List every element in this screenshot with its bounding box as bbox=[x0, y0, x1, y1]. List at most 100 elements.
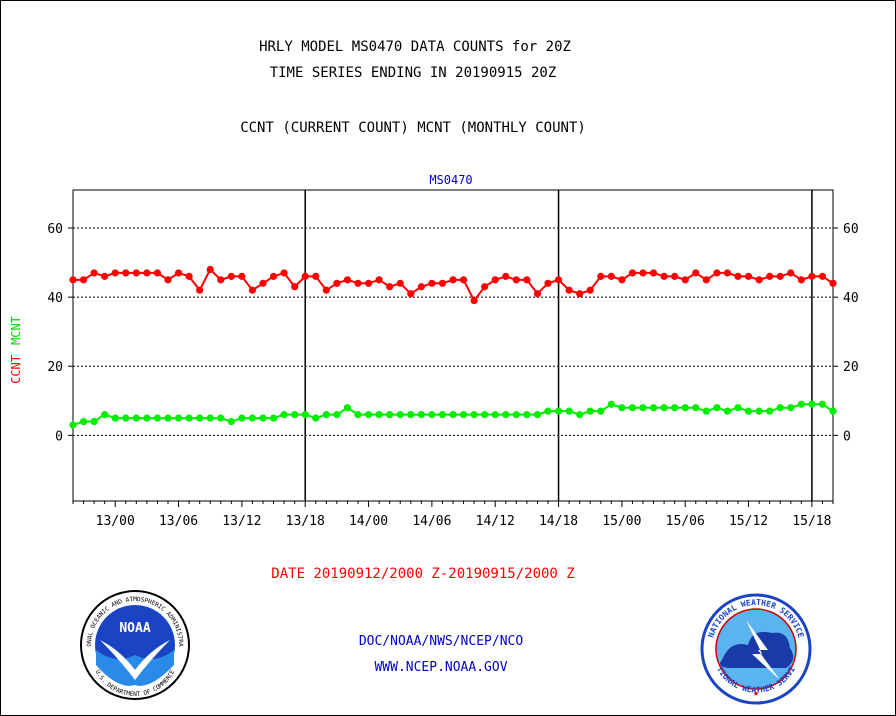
data-point-ccnt bbox=[491, 276, 499, 284]
data-point-ccnt bbox=[449, 276, 457, 284]
plot-title: MS0470 bbox=[429, 173, 472, 187]
data-point-ccnt bbox=[734, 272, 742, 280]
data-point-ccnt bbox=[90, 269, 98, 277]
data-point-mcnt bbox=[301, 411, 309, 419]
data-point-mcnt bbox=[671, 404, 679, 412]
data-point-ccnt bbox=[459, 276, 468, 284]
data-point-mcnt bbox=[333, 411, 341, 419]
data-point-mcnt bbox=[554, 407, 563, 415]
plot-area: 0 0 20 20 40 40 60 60 13/00 13/06 13/12 13/18 14/00… bbox=[47, 189, 859, 529]
x-tick-label: 14/00 bbox=[349, 514, 388, 529]
data-point-ccnt bbox=[153, 269, 162, 277]
y-tick-label-left: 40 bbox=[47, 291, 63, 306]
data-point-ccnt bbox=[523, 276, 531, 284]
data-point-ccnt bbox=[185, 272, 193, 280]
x-tick-label: 13/18 bbox=[286, 514, 325, 529]
data-point-mcnt bbox=[238, 414, 246, 422]
data-point-mcnt bbox=[512, 411, 520, 419]
data-point-ccnt bbox=[111, 269, 119, 277]
noaa-logo: NOAA NATIONAL OCEANIC AND ATMOSPHERIC AD… bbox=[0, 0, 190, 700]
data-point-mcnt bbox=[639, 404, 647, 412]
data-point-ccnt bbox=[818, 272, 827, 280]
data-point-mcnt bbox=[291, 411, 299, 419]
y-tick-label-left: 60 bbox=[47, 222, 63, 237]
data-point-ccnt bbox=[512, 276, 520, 284]
data-point-ccnt bbox=[428, 279, 436, 287]
data-point-mcnt bbox=[375, 411, 383, 419]
data-point-ccnt bbox=[396, 279, 404, 287]
data-point-ccnt bbox=[69, 276, 77, 284]
data-point-mcnt bbox=[787, 404, 795, 412]
data-point-mcnt bbox=[523, 411, 531, 419]
y-ticks: 0 0 20 20 40 40 60 60 bbox=[47, 222, 858, 444]
data-point-mcnt bbox=[364, 411, 373, 419]
data-point-mcnt bbox=[407, 411, 415, 419]
data-point-ccnt bbox=[301, 272, 309, 280]
data-point-ccnt bbox=[322, 286, 330, 294]
data-point-mcnt bbox=[597, 407, 605, 415]
x-tick-label: 13/00 bbox=[96, 514, 135, 529]
x-ticks: 13/00 13/06 13/12 13/18 14/00 14/06 14/12 14/18… bbox=[72, 501, 834, 529]
data-point-mcnt bbox=[607, 400, 615, 408]
url-link[interactable]: WWW.NCEP.NOAA.GOV bbox=[374, 660, 507, 675]
data-point-mcnt bbox=[101, 411, 109, 419]
data-point-ccnt bbox=[607, 272, 615, 280]
data-point-mcnt bbox=[111, 414, 119, 422]
data-point-mcnt bbox=[744, 407, 753, 415]
x-tick-label: 15/12 bbox=[729, 514, 768, 529]
data-point-ccnt bbox=[597, 272, 605, 280]
data-point-ccnt bbox=[565, 286, 573, 294]
data-point-ccnt bbox=[364, 279, 373, 287]
data-point-ccnt bbox=[101, 272, 109, 280]
data-point-ccnt bbox=[143, 269, 151, 277]
data-point-ccnt bbox=[649, 269, 658, 277]
chart-title-line1: HRLY MODEL MS0470 DATA COUNTS for 20Z bbox=[259, 39, 571, 55]
data-point-ccnt bbox=[681, 276, 689, 284]
data-point-mcnt bbox=[174, 414, 183, 422]
data-point-ccnt bbox=[576, 290, 584, 298]
data-point-mcnt bbox=[576, 411, 584, 419]
day-separators bbox=[304, 190, 813, 501]
data-point-mcnt bbox=[449, 411, 457, 419]
data-point-ccnt bbox=[132, 269, 140, 277]
data-point-ccnt bbox=[470, 296, 478, 305]
data-point-mcnt bbox=[153, 414, 162, 422]
y-tick-label-right: 60 bbox=[843, 222, 859, 237]
data-point-mcnt bbox=[533, 411, 542, 419]
data-point-ccnt bbox=[723, 269, 732, 277]
x-tick-label: 14/06 bbox=[412, 514, 451, 529]
data-point-ccnt bbox=[755, 276, 763, 284]
data-point-ccnt bbox=[554, 276, 563, 284]
nws-ring-bottom-text: NATIONAL WEATHER SERVICE bbox=[0, 0, 797, 695]
y-tick-label-right: 0 bbox=[843, 429, 851, 444]
data-point-mcnt bbox=[723, 407, 732, 415]
grid-lines bbox=[73, 227, 833, 436]
data-point-mcnt bbox=[280, 411, 288, 419]
svg-text:NATIONAL WEATHER SERVICE: NATIONAL WEATHER SERVICE bbox=[0, 0, 797, 695]
date-range-label: DATE 20190912/2000 Z-20190915/2000 Z bbox=[271, 566, 574, 582]
data-point-ccnt bbox=[174, 269, 183, 277]
noaa-ring-top-text: NATIONAL OCEANIC AND ATMOSPHERIC ADMINIS… bbox=[0, 0, 184, 647]
data-point-mcnt bbox=[90, 417, 98, 426]
data-point-mcnt bbox=[196, 414, 204, 422]
data-point-mcnt bbox=[544, 407, 552, 415]
data-point-ccnt bbox=[438, 279, 447, 287]
x-tick-label: 14/18 bbox=[539, 514, 578, 529]
data-point-mcnt bbox=[438, 411, 447, 419]
data-point-ccnt bbox=[502, 272, 510, 280]
data-point-mcnt bbox=[459, 411, 468, 419]
series-group bbox=[69, 265, 837, 429]
x-tick-label: 14/12 bbox=[476, 514, 515, 529]
data-point-ccnt bbox=[407, 290, 415, 298]
data-point-ccnt bbox=[386, 283, 394, 291]
plot-border bbox=[72, 189, 834, 502]
data-point-mcnt bbox=[681, 404, 689, 412]
data-point-mcnt bbox=[808, 400, 816, 408]
data-point-ccnt bbox=[808, 272, 816, 280]
data-point-ccnt bbox=[259, 279, 267, 287]
data-point-ccnt bbox=[291, 283, 299, 291]
data-point-ccnt bbox=[343, 276, 352, 284]
data-point-mcnt bbox=[132, 414, 140, 422]
data-point-mcnt bbox=[354, 411, 362, 419]
